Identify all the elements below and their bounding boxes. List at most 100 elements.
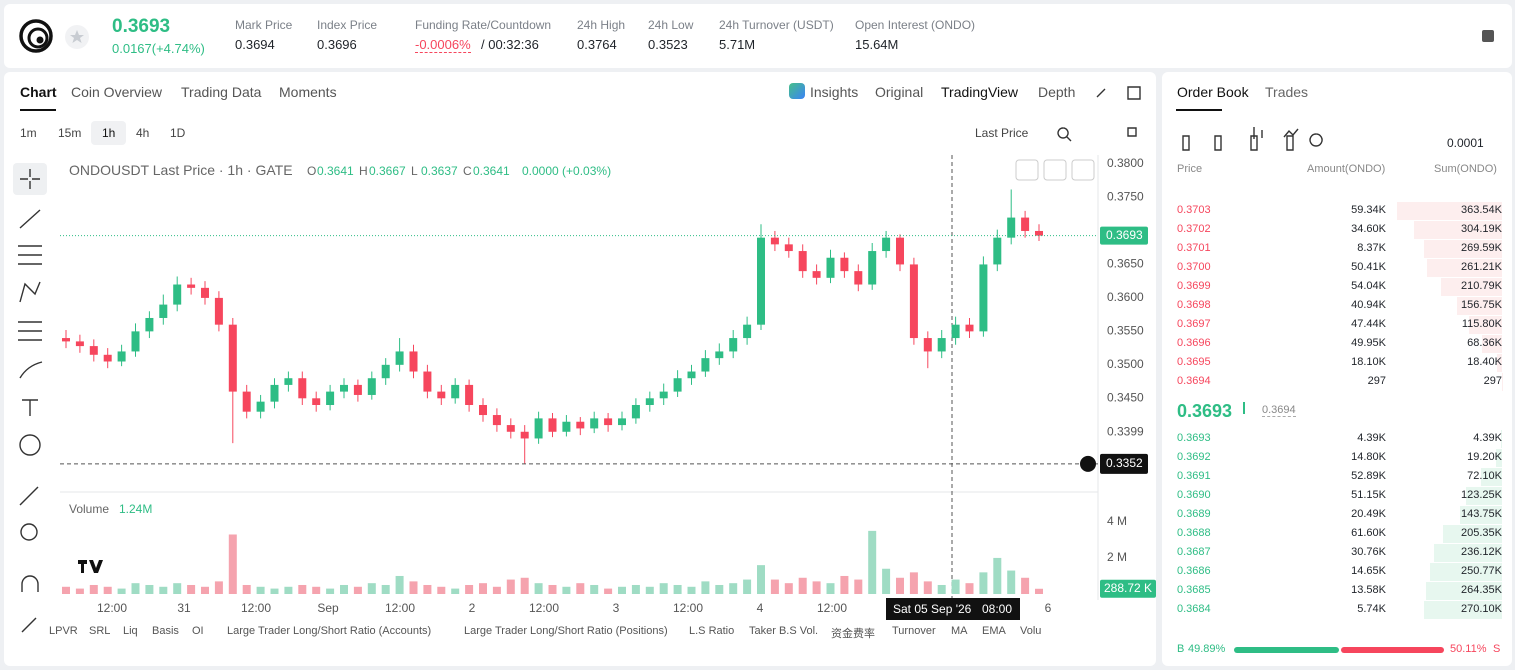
interval[interactable]: 1D xyxy=(170,126,186,140)
ob-tab[interactable]: Trades xyxy=(1265,84,1309,100)
volume-bar xyxy=(965,583,974,594)
col-amount: Amount(ONDO) xyxy=(1307,163,1386,175)
tool-active xyxy=(13,163,47,195)
stat-label: 24h High xyxy=(577,18,626,32)
depth-bar xyxy=(1426,259,1502,277)
indicator[interactable]: MA xyxy=(951,625,968,637)
tab[interactable]: Depth xyxy=(1038,84,1076,100)
y-tick-label: 0.3550 xyxy=(1107,324,1144,338)
ob-sum: 236.12K xyxy=(1461,546,1502,558)
y-tick-label: 0.3600 xyxy=(1107,290,1144,304)
indicator[interactable]: SRL xyxy=(89,625,111,637)
crosshair-time: 08:00 xyxy=(982,602,1012,616)
indicator[interactable]: Taker B.S Vol. xyxy=(749,625,819,637)
ob-price: 0.3687 xyxy=(1177,546,1211,558)
volume-bar xyxy=(103,586,112,594)
candle-body xyxy=(340,384,348,392)
candle-body xyxy=(270,384,279,402)
ohlc-key: H xyxy=(359,164,368,178)
ob-sum: 270.10K xyxy=(1461,603,1502,615)
ob-amount: 20.49K xyxy=(1351,508,1386,520)
tab[interactable]: Insights xyxy=(810,84,859,100)
chart-legend: ONDOUSDT Last Price · 1h · GATE xyxy=(69,162,293,178)
button[interactable] xyxy=(1071,159,1095,181)
indicator[interactable]: LPVR xyxy=(49,625,78,637)
price-type[interactable]: Last Price xyxy=(975,126,1029,140)
indicator[interactable]: Large Trader Long/Short Ratio (Accounts) xyxy=(227,625,432,637)
candle-body xyxy=(479,404,487,416)
candle-body xyxy=(1035,230,1043,236)
volume-bar xyxy=(534,583,543,594)
indicator[interactable]: L.S Ratio xyxy=(689,625,735,637)
volume-bar xyxy=(506,579,515,594)
candle-body xyxy=(423,371,432,392)
interval[interactable]: 1h xyxy=(102,126,116,140)
candle-body xyxy=(757,237,765,325)
ob-tab[interactable]: Order Book xyxy=(1177,84,1249,100)
ob-sum: 123.25K xyxy=(1461,489,1502,501)
ob-last: 0.3693 xyxy=(1177,401,1233,421)
candle-body xyxy=(645,398,654,405)
volume-bar xyxy=(826,583,835,594)
icon[interactable] xyxy=(1482,30,1494,42)
volume-bar xyxy=(659,583,668,594)
price-change: 0.0167(+4.74%) xyxy=(112,41,205,56)
tab[interactable]: Coin Overview xyxy=(71,84,163,100)
tab[interactable]: Moments xyxy=(279,84,337,100)
indicator[interactable]: OI xyxy=(192,625,204,637)
candle-body xyxy=(868,251,877,285)
indicator[interactable]: Volu xyxy=(1020,625,1042,637)
ob-amount: 52.89K xyxy=(1351,470,1386,482)
candle-body xyxy=(1007,217,1016,238)
indicator[interactable]: Basis xyxy=(152,625,179,637)
stat-label: 24h Turnover (USDT) xyxy=(719,18,834,32)
precision[interactable]: 0.0001 xyxy=(1447,136,1484,150)
ob-price: 0.3690 xyxy=(1177,489,1211,501)
volume-bar xyxy=(492,586,501,594)
interval[interactable]: 4h xyxy=(136,126,150,140)
button[interactable] xyxy=(1043,159,1067,181)
ohlc-value: 0.3641 xyxy=(317,164,354,178)
volume-bar xyxy=(590,584,599,594)
stat-value: 0.3696 xyxy=(317,37,357,52)
star-icon xyxy=(70,30,84,43)
volume-bar xyxy=(270,588,279,594)
depth-bar xyxy=(1456,297,1502,315)
interval[interactable]: 15m xyxy=(58,126,82,140)
indicator[interactable]: EMA xyxy=(982,625,1006,637)
candle-body xyxy=(784,244,793,252)
candle-body xyxy=(798,251,807,272)
indicator[interactable]: Large Trader Long/Short Ratio (Positions… xyxy=(464,625,668,637)
buy-bar xyxy=(1234,647,1339,653)
ob-sum: 297 xyxy=(1483,375,1502,387)
interval-active xyxy=(91,121,126,145)
volume-bar xyxy=(62,586,70,594)
volume-bar xyxy=(340,584,348,594)
depth-bar xyxy=(1441,278,1502,296)
candle-body xyxy=(743,324,752,339)
candle-body xyxy=(117,351,126,362)
tab[interactable]: Original xyxy=(875,84,924,100)
ob-price: 0.3694 xyxy=(1177,375,1211,387)
tab[interactable]: TradingView xyxy=(941,84,1019,100)
indicator[interactable]: Turnover xyxy=(892,625,936,637)
volume-bar xyxy=(687,586,696,594)
ob-amount: 49.95K xyxy=(1351,337,1386,349)
candle-body xyxy=(159,304,168,318)
indicator[interactable]: 资金费率 xyxy=(831,628,875,640)
ob-arrow xyxy=(1243,402,1245,414)
x-tick-label: 12:00 xyxy=(529,601,559,615)
ob-mark: 0.3694 xyxy=(1262,404,1296,417)
volume-bar xyxy=(201,586,209,594)
candle-body xyxy=(548,418,557,432)
candle-body xyxy=(465,384,474,405)
ob-amount: 4.39K xyxy=(1357,432,1386,444)
indicator[interactable]: Liq xyxy=(123,625,138,637)
volume-bar xyxy=(729,583,738,594)
candle-body xyxy=(256,401,265,412)
interval[interactable]: 1m xyxy=(20,126,37,140)
volume-bar xyxy=(451,588,460,594)
tab[interactable]: Trading Data xyxy=(181,84,262,100)
tab[interactable]: Chart xyxy=(20,84,57,100)
button[interactable] xyxy=(1015,159,1039,181)
